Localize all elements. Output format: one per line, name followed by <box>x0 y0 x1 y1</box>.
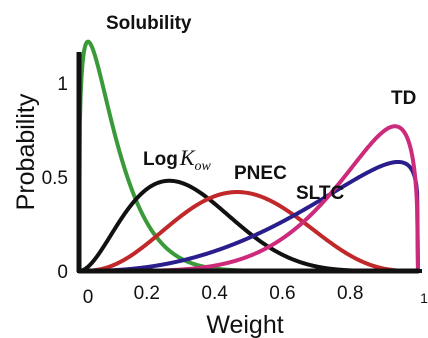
x-tick-label: 0.2 <box>134 283 160 304</box>
series-curves <box>76 39 421 274</box>
y-axis-title: Probability <box>12 93 40 210</box>
series-label-td: TD <box>391 88 416 109</box>
series-label-pnec: PNEC <box>234 163 287 184</box>
y-tick-label: 1 <box>57 74 68 95</box>
x-tick-label: 0 <box>83 287 94 308</box>
x-tick-label: 1 <box>420 290 428 306</box>
axes <box>76 52 422 273</box>
logkow-k-text: K <box>179 145 196 170</box>
x-axis-title: Weight <box>206 311 283 338</box>
y-tick-label: 0.5 <box>42 168 68 189</box>
series-label-sltc: SLTC <box>296 183 344 204</box>
y-tick-label: 0 <box>57 262 68 283</box>
tick-labels: 0 0.2 0.4 0.6 0.8 1 0 0.5 1 <box>42 74 428 308</box>
logkow-log-text: Log <box>143 149 178 170</box>
series-line-pnec <box>77 190 420 273</box>
series-labels: Solubility LogKow PNEC SLTC TD <box>106 13 416 204</box>
series-label-logkow: LogKow <box>143 145 212 174</box>
series-line-td <box>77 124 420 273</box>
series-label-solubility: Solubility <box>106 13 192 34</box>
series-line-sltc <box>77 159 420 273</box>
x-tick-label: 0.6 <box>269 283 295 304</box>
x-tick-label: 0.4 <box>201 283 228 304</box>
logkow-sub-text: ow <box>195 159 212 174</box>
x-tick-label: 0.8 <box>337 283 363 304</box>
